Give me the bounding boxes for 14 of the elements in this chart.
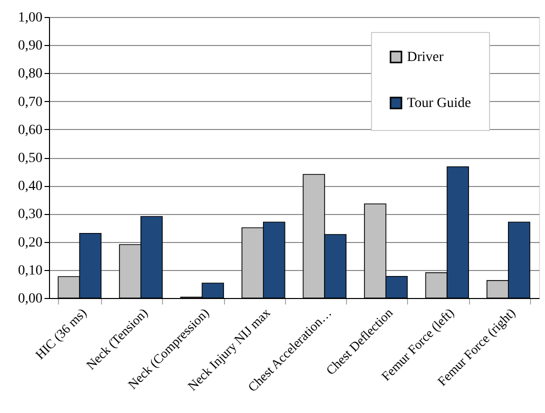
y-tick-label: 0,60 xyxy=(18,122,42,138)
y-tick-label: 1,00 xyxy=(18,10,42,26)
y-tick-label: 0,00 xyxy=(18,292,42,306)
y-tick-label: 0,50 xyxy=(18,151,42,166)
y-tick-label: 0,20 xyxy=(18,235,42,250)
x-tick-label: HIC (36 ms) xyxy=(32,305,90,362)
y-tick-label: 0,30 xyxy=(18,207,42,222)
legend-label: Driver xyxy=(407,50,444,65)
y-tick-label: 0,10 xyxy=(18,263,42,278)
y-tick-label: 0,90 xyxy=(18,38,42,54)
y-tick-label: 0,70 xyxy=(18,94,42,110)
y-tick-label: 0,80 xyxy=(18,66,42,82)
y-tick-label: 0,40 xyxy=(18,179,42,194)
legend-label: Tour Guide xyxy=(407,96,471,111)
